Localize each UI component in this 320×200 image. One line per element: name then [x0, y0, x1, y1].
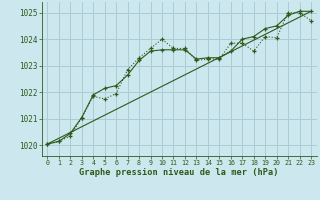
X-axis label: Graphe pression niveau de la mer (hPa): Graphe pression niveau de la mer (hPa) — [79, 168, 279, 177]
